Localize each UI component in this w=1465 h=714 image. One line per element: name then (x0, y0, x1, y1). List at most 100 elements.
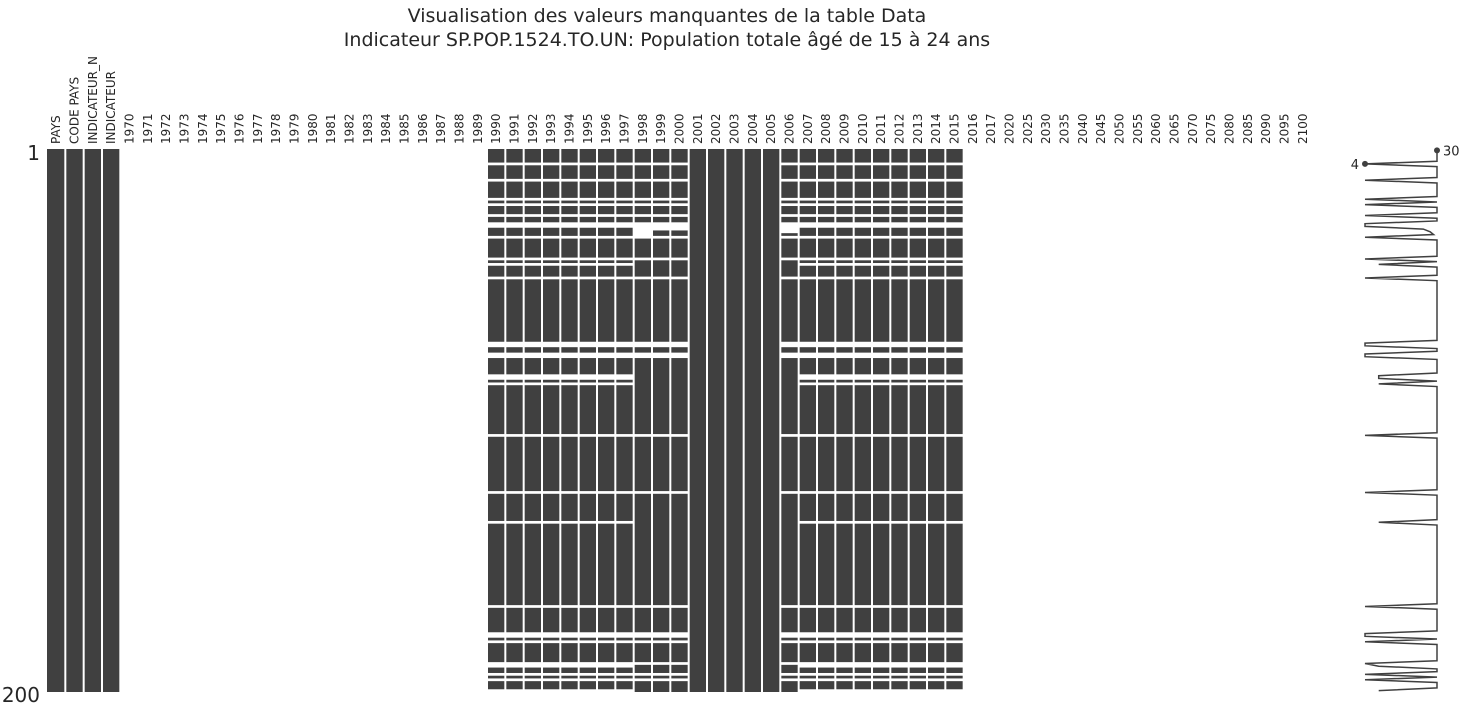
matrix-block (798, 149, 817, 163)
matrix-block (47, 149, 66, 692)
matrix-block (927, 227, 946, 236)
matrix-block (578, 667, 597, 673)
matrix-block (523, 347, 542, 353)
column-label: 2025 (1021, 113, 1035, 144)
matrix-block (707, 149, 726, 692)
matrix-block (487, 675, 506, 679)
matrix-block (505, 347, 524, 353)
matrix-block (578, 238, 597, 258)
matrix-block (835, 200, 854, 204)
matrix-block (487, 238, 506, 258)
matrix-block (560, 681, 579, 690)
matrix-block (505, 385, 524, 435)
matrix-block (780, 260, 799, 277)
matrix-block (927, 436, 946, 492)
matrix-block (505, 493, 524, 521)
matrix-block (927, 200, 946, 204)
matrix-block (670, 206, 689, 215)
sparkline-max-marker (1434, 147, 1440, 154)
matrix-block (615, 436, 634, 492)
column-label: 1974 (196, 113, 210, 144)
matrix-block (872, 607, 891, 633)
matrix-block (872, 667, 891, 673)
matrix-block (927, 149, 946, 163)
matrix-block (853, 200, 872, 204)
matrix-block (872, 493, 891, 521)
column-label: 2005 (764, 113, 778, 144)
matrix-block (578, 227, 597, 236)
matrix-block (505, 260, 524, 264)
matrix-block (597, 149, 616, 163)
matrix-block (560, 216, 579, 223)
column-label: 2060 (1149, 113, 1163, 144)
matrix-block (487, 379, 506, 383)
matrix-block (523, 227, 542, 236)
matrix-block (872, 260, 891, 264)
matrix-block (908, 347, 927, 353)
matrix-block (523, 436, 542, 492)
column-label: 1997 (618, 113, 632, 144)
matrix-block (945, 436, 964, 492)
column-label: 2001 (691, 113, 705, 144)
matrix-block (487, 347, 506, 353)
matrix-block (505, 681, 524, 690)
matrix-block (633, 216, 652, 223)
column-label: 2002 (709, 113, 723, 144)
matrix-block (853, 523, 872, 606)
matrix-block (780, 358, 799, 435)
matrix-block (597, 379, 616, 383)
matrix-block (560, 165, 579, 179)
matrix-block (798, 165, 817, 179)
matrix-block (615, 493, 634, 521)
matrix-block (597, 675, 616, 679)
matrix-block (597, 358, 616, 375)
matrix-block (542, 436, 561, 492)
matrix-block (890, 165, 909, 179)
matrix-block (578, 149, 597, 163)
column-label: 1994 (563, 113, 577, 144)
matrix-block (83, 149, 102, 692)
matrix-block (835, 436, 854, 492)
matrix-block (523, 667, 542, 673)
matrix-block (908, 260, 927, 264)
matrix-block (652, 681, 671, 692)
matrix-block (743, 149, 762, 692)
matrix-block (762, 149, 781, 692)
matrix-block (817, 149, 836, 163)
matrix-block (542, 216, 561, 223)
matrix-block (652, 216, 671, 223)
matrix-block (927, 206, 946, 215)
matrix-block (615, 358, 634, 375)
column-label: 2008 (819, 113, 833, 144)
matrix-block (523, 637, 542, 641)
matrix-block (578, 379, 597, 383)
column-label: 1977 (251, 113, 265, 144)
matrix-block (633, 260, 652, 277)
matrix-block (560, 637, 579, 641)
matrix-block (670, 675, 689, 679)
matrix-block (945, 206, 964, 215)
matrix-block (578, 358, 597, 375)
column-label: 2011 (874, 113, 888, 144)
matrix-block (817, 675, 836, 679)
matrix-block (890, 643, 909, 663)
completeness-sparkline: 4 30 (1351, 144, 1460, 692)
matrix-block (560, 260, 579, 264)
matrix-block (853, 493, 872, 521)
matrix-block (597, 436, 616, 492)
matrix-block (780, 664, 799, 673)
matrix-block (945, 523, 964, 606)
matrix-block (798, 637, 817, 641)
matrix-block (633, 200, 652, 204)
matrix-block (908, 385, 927, 435)
matrix-block (872, 637, 891, 641)
matrix-block (670, 436, 689, 492)
column-label: 2009 (838, 113, 852, 144)
matrix-block (872, 681, 891, 690)
matrix-block (560, 200, 579, 204)
column-label: INDICATEUR (104, 71, 118, 144)
matrix-block (890, 607, 909, 633)
matrix-block (780, 181, 799, 198)
matrix-block (780, 238, 799, 258)
matrix-block (487, 216, 506, 223)
